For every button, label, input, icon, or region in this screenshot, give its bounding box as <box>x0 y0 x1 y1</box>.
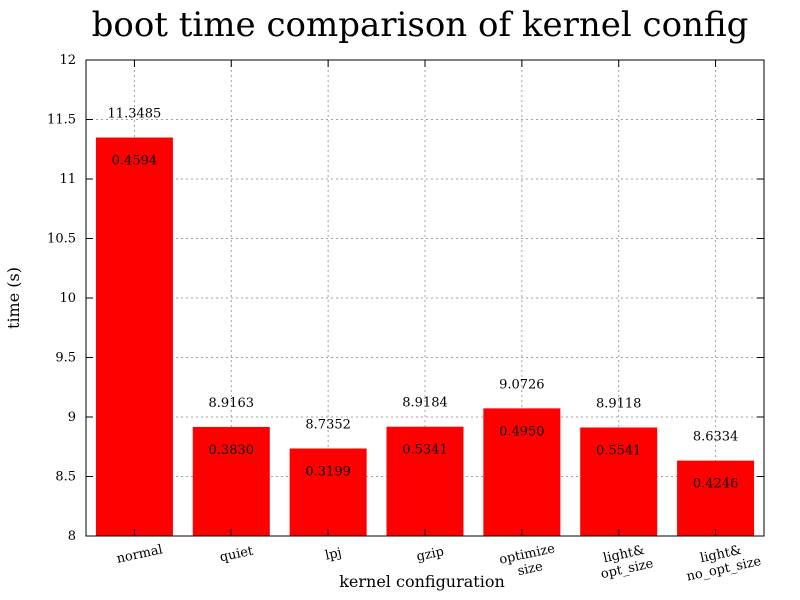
x-tick-label: gzip <box>415 544 445 564</box>
secondary-label: 0.5541 <box>596 443 642 458</box>
x-axis-label: kernel configuration <box>339 572 505 591</box>
chart-title: boot time comparison of kernel config <box>92 5 749 45</box>
x-tick-label-group: light&no_opt_size <box>685 543 763 585</box>
secondary-label: 0.4950 <box>499 424 545 439</box>
x-tick-label: normal <box>115 542 164 566</box>
y-axis-ticks: 8 8.5 9 9.5 10 10.5 11 11.5 12 <box>47 53 764 544</box>
data-label: 8.9184 <box>402 396 448 411</box>
secondary-label: 0.5341 <box>402 443 448 458</box>
bar <box>95 137 173 536</box>
bar <box>483 408 561 536</box>
bar <box>192 426 270 536</box>
data-label: 8.9118 <box>596 396 642 411</box>
y-axis-label: time (s) <box>4 267 23 329</box>
data-label: 8.6334 <box>693 430 739 445</box>
bar <box>289 448 367 536</box>
x-tick-label-group: quiet <box>218 544 255 566</box>
x-tick-label: size <box>516 559 544 579</box>
secondary-label: 0.4594 <box>112 154 158 169</box>
y-tick-label: 8.5 <box>55 470 76 485</box>
y-tick-label: 8 <box>68 529 76 544</box>
data-label: 8.9163 <box>209 396 255 411</box>
x-tick-label: quiet <box>218 544 255 566</box>
bar <box>386 426 464 536</box>
y-tick-label: 11.5 <box>47 113 76 128</box>
data-label: 11.3485 <box>108 107 162 122</box>
data-label: 8.7352 <box>305 418 351 433</box>
secondary-label: 0.3830 <box>209 443 255 458</box>
value-labels: 11.3485 0.4594 8.9163 0.3830 8.7352 0.3199 8.9… <box>108 107 739 492</box>
data-label: 9.0726 <box>499 377 545 392</box>
x-tick-label-group: lpj <box>324 546 343 564</box>
x-tick-label: lpj <box>324 546 343 564</box>
y-tick-label: 11 <box>59 172 76 187</box>
y-tick-label: 10.5 <box>47 232 76 247</box>
x-tick-label-group: light&opt_size <box>600 543 655 582</box>
y-tick-label: 9.5 <box>55 351 76 366</box>
bar <box>580 427 658 536</box>
x-tick-label-group: gzip <box>415 544 445 564</box>
y-tick-label: 10 <box>59 291 76 306</box>
y-tick-label: 12 <box>59 53 76 68</box>
x-tick-label-group: normal <box>115 542 164 566</box>
secondary-label: 0.4246 <box>693 477 739 492</box>
bars <box>95 137 755 536</box>
secondary-label: 0.3199 <box>305 465 351 480</box>
bar <box>677 460 755 536</box>
y-tick-label: 9 <box>68 410 76 425</box>
